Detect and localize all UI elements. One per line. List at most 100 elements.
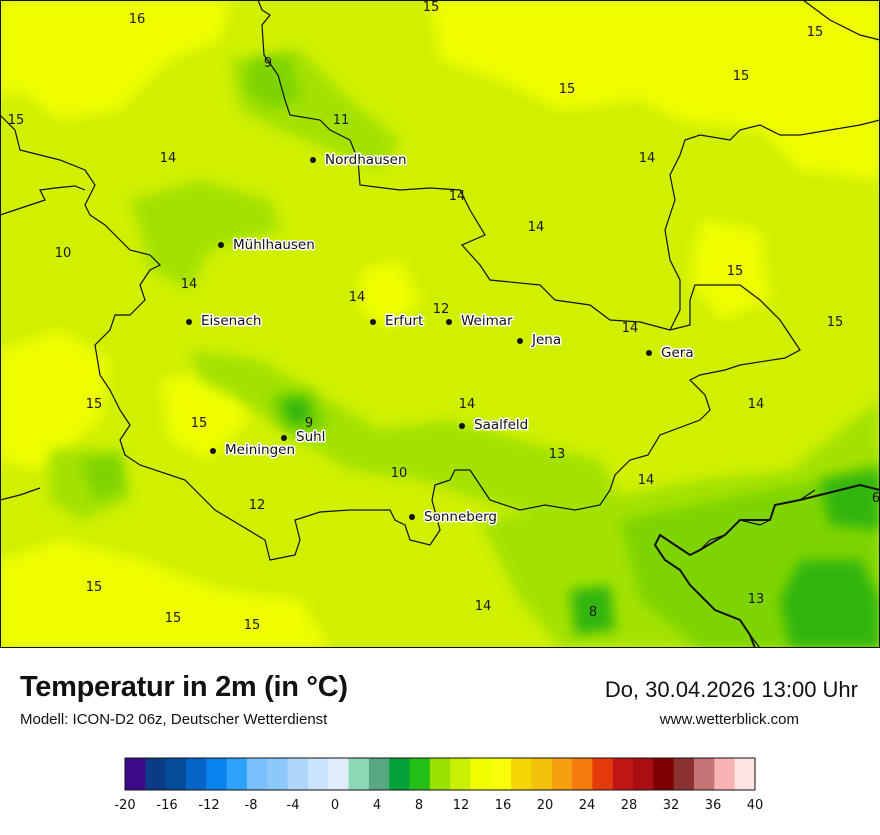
city-dot-sonneberg — [409, 514, 415, 520]
temp-label: 14 — [622, 321, 639, 336]
legend-color-step — [368, 758, 390, 790]
temp-label: 15 — [86, 397, 103, 412]
temp-label: 14 — [475, 599, 492, 614]
city-dot-weimar — [446, 319, 452, 325]
city-markers: Nordhausen Mühlhausen Eisenach Erfurt We… — [186, 151, 695, 527]
legend-color-step — [714, 758, 736, 790]
legend-color-step — [429, 758, 451, 790]
color-scale-legend: -20 -16 -12 -8 -4 0 4 8 12 16 20 24 28 32 36 40 — [0, 750, 880, 830]
temp-label: 15 — [827, 315, 844, 330]
legend-color-step — [267, 758, 288, 790]
temp-label: 6 — [872, 491, 880, 506]
temp-label: 14 — [528, 220, 545, 235]
temp-label: 15 — [244, 618, 261, 633]
legend-color-step — [734, 758, 756, 790]
legend-color-step — [633, 758, 654, 790]
city-dot-meiningen — [210, 448, 216, 454]
legend-tick-label: 32 — [663, 798, 680, 813]
legend-color-step — [592, 758, 614, 790]
temperature-map: Nordhausen Mühlhausen Eisenach Erfurt We… — [0, 0, 880, 648]
legend-color-step — [226, 758, 248, 790]
city-dot-eisenach — [186, 319, 192, 325]
city-dot-saalfeld — [459, 423, 465, 429]
legend-color-step — [572, 758, 593, 790]
legend-color-step — [206, 758, 228, 790]
legend-color-step — [470, 758, 492, 790]
temp-label: 15 — [165, 611, 182, 626]
legend-tick-label: 16 — [495, 798, 512, 813]
legend-color-step — [450, 758, 471, 790]
temp-label: 9 — [264, 56, 272, 71]
legend-color-bars — [125, 758, 756, 790]
temp-label: 14 — [449, 189, 466, 204]
city-dot-gera — [646, 350, 652, 356]
temp-label: 16 — [129, 12, 146, 27]
city-dot-nordhausen — [310, 157, 316, 163]
city-label-muehlhausen: Mühlhausen — [233, 237, 315, 253]
city-label-suhl: Suhl — [296, 429, 325, 445]
city-dot-suhl — [281, 435, 287, 441]
forecast-datetime: Do, 30.04.2026 13:00 Uhr — [604, 677, 858, 702]
map-title: Temperatur in 2m (in °C) — [20, 671, 348, 703]
map-canvas: Nordhausen Mühlhausen Eisenach Erfurt We… — [0, 0, 880, 648]
temp-label: 15 — [733, 69, 750, 84]
city-label-erfurt: Erfurt — [385, 313, 423, 329]
city-label-weimar: Weimar — [461, 313, 513, 329]
legend-tick-label: 24 — [579, 798, 596, 813]
city-dot-erfurt — [370, 319, 376, 325]
legend-frame — [124, 757, 756, 791]
temp-label: 8 — [589, 605, 597, 620]
city-label-saalfeld: Saalfeld — [474, 417, 528, 433]
city-label-sonneberg: Sonneberg — [424, 509, 497, 525]
legend-tick-label: 12 — [453, 798, 470, 813]
temp-label: 14 — [459, 397, 476, 412]
legend-tick-label: -16 — [156, 798, 177, 813]
warm-areas — [0, 0, 880, 648]
temp-label: 15 — [727, 264, 744, 279]
temp-label: 15 — [191, 416, 208, 431]
legend-color-step — [673, 758, 695, 790]
temp-label: 14 — [181, 277, 198, 292]
temp-label: 14 — [748, 397, 765, 412]
website-link[interactable]: www.wetterblick.com — [659, 711, 799, 728]
legend-color-step — [653, 758, 675, 790]
legend-color-step — [246, 758, 268, 790]
model-source: Modell: ICON-D2 06z, Deutscher Wetterdie… — [20, 711, 328, 728]
temp-label: 15 — [8, 113, 25, 128]
temp-label: 13 — [549, 447, 566, 462]
legend-color-step — [287, 758, 309, 790]
temp-label: 13 — [748, 592, 765, 607]
temp-label: 11 — [333, 113, 350, 128]
city-label-meiningen: Meiningen — [225, 442, 295, 458]
city-dot-muehlhausen — [218, 242, 224, 248]
legend-tick-label: -12 — [198, 798, 219, 813]
temp-label: 14 — [160, 151, 177, 166]
city-dot-jena — [517, 338, 523, 344]
temp-label: 15 — [86, 580, 103, 595]
temp-label: 9 — [305, 416, 313, 431]
legend-color-step — [348, 758, 370, 790]
city-label-nordhausen: Nordhausen — [325, 152, 407, 168]
legend-color-step — [531, 758, 553, 790]
temp-label: 12 — [249, 498, 266, 513]
legend-tick-label: 8 — [415, 798, 423, 813]
legend-tick-label: -4 — [287, 798, 300, 813]
legend-color-step — [307, 758, 329, 790]
city-label-gera: Gera — [661, 345, 694, 361]
legend-color-step — [389, 758, 410, 790]
legend-color-step — [551, 758, 573, 790]
legend-color-step — [511, 758, 532, 790]
temp-label: 14 — [638, 473, 655, 488]
legend-tick-label: 0 — [331, 798, 339, 813]
legend-color-step — [145, 758, 167, 790]
temp-label: 14 — [349, 290, 366, 305]
temp-label: 10 — [55, 246, 72, 261]
legend-tick-label: 20 — [537, 798, 554, 813]
temp-label: 15 — [807, 25, 824, 40]
legend-color-step — [328, 758, 349, 790]
legend-color-step — [165, 758, 187, 790]
coldest-areas — [280, 398, 880, 648]
legend-tick-label: 40 — [747, 798, 764, 813]
temperature-values: 16 15 15 15 15 15 9 11 14 14 14 14 10 14… — [8, 0, 880, 633]
legend-color-step — [125, 758, 146, 790]
